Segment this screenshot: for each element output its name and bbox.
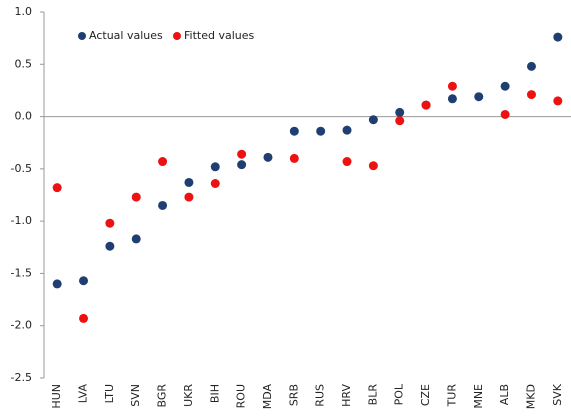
dot xyxy=(79,276,89,286)
dot xyxy=(52,279,62,289)
y-tick-label: -0.5 xyxy=(11,162,32,175)
legend-label: Fitted values xyxy=(184,29,255,42)
dot xyxy=(237,160,247,170)
legend-label: Actual values xyxy=(89,29,163,42)
dot xyxy=(237,149,247,159)
x-tick-label: ALB xyxy=(498,384,511,405)
dot xyxy=(395,116,405,126)
x-tick-label: LVA xyxy=(77,384,90,404)
x-tick-label: SRB xyxy=(287,384,300,406)
y-tick-label: 0.5 xyxy=(15,57,33,70)
x-tick-label: SVK xyxy=(551,383,564,406)
dot xyxy=(158,157,168,167)
dot xyxy=(316,126,326,136)
dot xyxy=(500,81,510,91)
dot xyxy=(395,107,405,117)
x-tick-label: UKR xyxy=(182,384,195,407)
dot xyxy=(105,241,115,251)
x-tick-label: BIH xyxy=(208,384,221,403)
dot xyxy=(79,313,89,323)
x-tick-label: BGR xyxy=(156,384,169,408)
dot xyxy=(289,126,299,136)
x-tick-label: HUN xyxy=(50,384,63,409)
dot xyxy=(158,200,168,210)
dot xyxy=(526,90,536,100)
y-tick-label: -2.5 xyxy=(11,371,32,384)
dot xyxy=(210,162,220,172)
dot xyxy=(105,218,115,228)
legend-marker xyxy=(78,32,86,40)
x-tick-label: MNE xyxy=(472,384,485,409)
dot xyxy=(526,61,536,71)
dot xyxy=(447,94,457,104)
dot xyxy=(368,161,378,171)
dot xyxy=(342,157,352,167)
dot xyxy=(184,192,194,202)
dot xyxy=(263,152,273,162)
dot xyxy=(342,125,352,135)
dot xyxy=(553,96,563,106)
dot xyxy=(474,92,484,102)
y-tick-label: 1.0 xyxy=(15,5,33,18)
dot xyxy=(131,234,141,244)
x-tick-label: ROU xyxy=(235,384,248,408)
x-tick-label: RUS xyxy=(314,384,327,407)
dot xyxy=(289,153,299,163)
dot xyxy=(184,177,194,187)
x-tick-label: MDA xyxy=(261,384,274,410)
dot xyxy=(52,183,62,193)
dot xyxy=(447,81,457,91)
x-tick-label: POL xyxy=(393,383,406,405)
dot xyxy=(500,109,510,119)
x-tick-label: CZE xyxy=(419,384,432,406)
dot xyxy=(553,32,563,42)
y-tick-label: -1.0 xyxy=(11,214,32,227)
y-tick-label: 0.0 xyxy=(15,110,33,123)
x-tick-label: BLR xyxy=(366,384,379,406)
x-tick-label: HRV xyxy=(340,384,353,407)
legend-marker xyxy=(173,32,181,40)
x-tick-label: TUR xyxy=(445,384,458,408)
y-tick-label: -2.0 xyxy=(11,319,32,332)
dot xyxy=(210,178,220,188)
y-tick-label: -1.5 xyxy=(11,266,32,279)
dot xyxy=(368,115,378,125)
dot xyxy=(131,192,141,202)
x-tick-label: SVN xyxy=(129,384,142,407)
x-tick-label: MKD xyxy=(524,384,537,409)
dot xyxy=(421,100,431,110)
x-tick-label: LTU xyxy=(103,384,116,403)
